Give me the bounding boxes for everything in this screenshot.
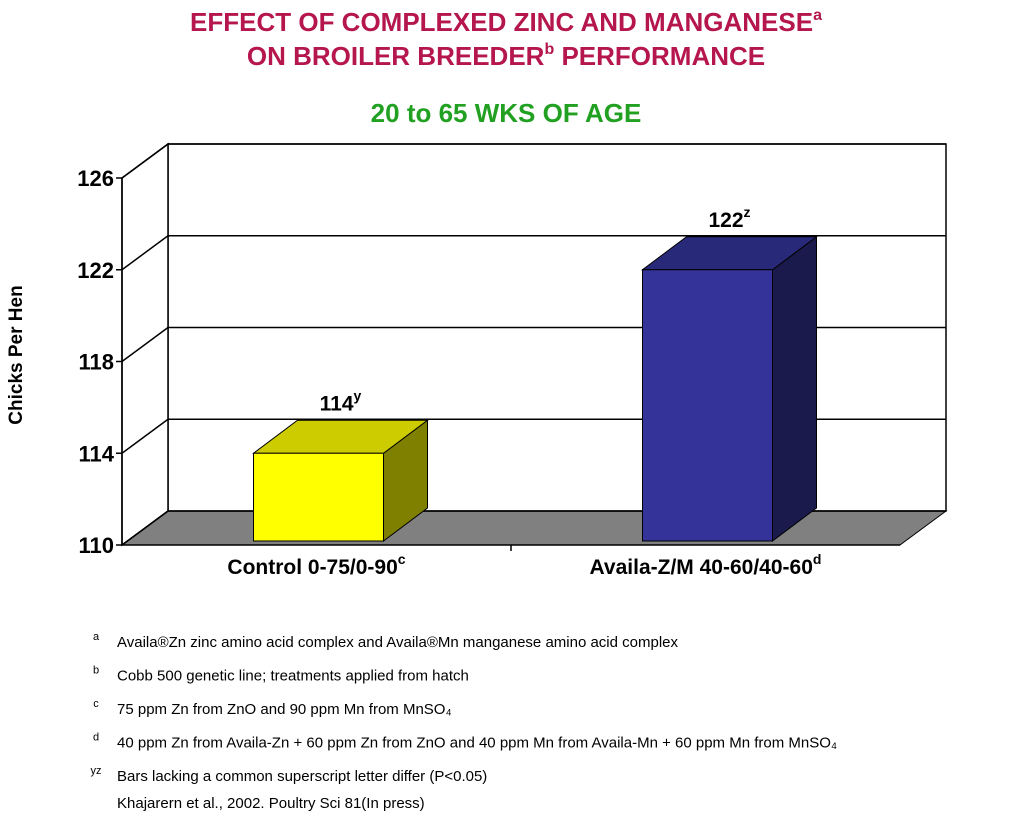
footnote-text: Availa®Zn zinc amino acid complex and Av… <box>117 634 679 651</box>
text-segment: Control 0-75/0-90 <box>227 556 397 579</box>
y-tick-label: 110 <box>79 533 115 558</box>
y-axis-label: Chicks Per Hen <box>6 285 27 424</box>
chart-title: EFFECT OF COMPLEXED ZINC AND MANGANESEa <box>190 7 822 37</box>
grid-line <box>121 418 169 454</box>
grid-line <box>121 235 169 271</box>
superscript: c <box>398 551 406 567</box>
data-label-value: 114 <box>320 392 354 415</box>
footnote-text: 40 ppm Zn from Availa-Zn + 60 ppm Zn fro… <box>117 735 837 752</box>
x-tick-label: Availa-Z/M 40-60/40-60d <box>590 551 822 579</box>
data-label: 114y <box>320 387 362 415</box>
superscript: z <box>744 204 751 220</box>
text-segment: EFFECT OF COMPLEXED ZINC AND MANGANESE <box>190 7 813 37</box>
footnote-marker: d <box>93 732 99 744</box>
grid-line <box>121 143 169 179</box>
grid-line <box>121 510 169 546</box>
text-segment: PERFORMANCE <box>554 41 765 71</box>
chart-subtitle: 20 to 65 WKS OF AGE <box>371 98 642 128</box>
footnote-text: Cobb 500 genetic line; treatments applie… <box>117 668 469 685</box>
x-tick-label: Control 0-75/0-90c <box>227 551 405 579</box>
data-label: 122z <box>708 204 750 232</box>
footnote-text: Bars lacking a common superscript letter… <box>117 768 487 785</box>
footnote-marker: a <box>93 631 100 643</box>
footnote-marker: c <box>93 698 99 710</box>
superscript: y <box>354 387 362 403</box>
bar <box>642 269 773 542</box>
source: Khajarern et al., 2002. Poultry Sci 81(I… <box>117 795 425 812</box>
footnote-marker: yz <box>91 765 102 777</box>
superscript: d <box>813 551 822 567</box>
y-tick-label: 126 <box>77 166 114 191</box>
y-tick-label: 122 <box>77 258 114 283</box>
data-label-value: 122 <box>708 209 743 232</box>
superscript: b <box>544 41 554 58</box>
chart-title: ON BROILER BREEDERb PERFORMANCE <box>247 41 765 71</box>
grid-line <box>121 326 169 363</box>
bar <box>253 452 384 542</box>
bar-side <box>772 235 817 542</box>
y-tick-label: 118 <box>79 350 115 375</box>
footnote-text: 75 ppm Zn from ZnO and 90 ppm Mn from Mn… <box>117 701 452 718</box>
floor <box>120 510 948 546</box>
y-tick-label: 114 <box>79 441 115 466</box>
superscript: a <box>813 7 822 24</box>
footnote-marker: b <box>93 665 99 677</box>
text-segment: ON BROILER BREEDER <box>247 41 545 71</box>
text-segment: Availa-Z/M 40-60/40-60 <box>590 556 813 579</box>
